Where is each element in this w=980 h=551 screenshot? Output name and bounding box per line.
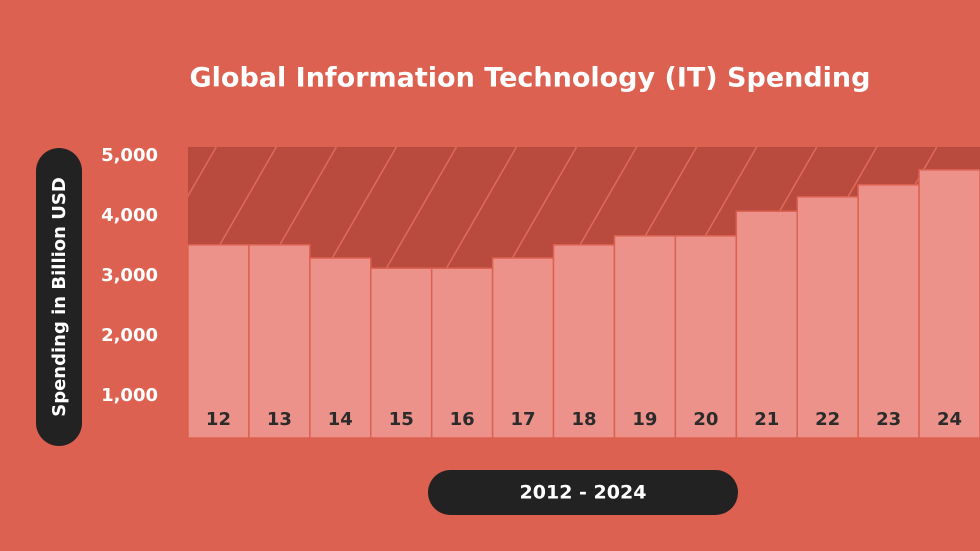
bar (248, 244, 311, 439)
y-tick-label: 5,000 (101, 145, 158, 166)
x-tick-label: 22 (815, 409, 840, 430)
x-tick-label: 15 (389, 409, 414, 430)
x-tick-label: 18 (571, 409, 596, 430)
bar (430, 267, 494, 439)
bar (796, 196, 859, 439)
y-axis-label: Spending in Billion USD (49, 177, 70, 417)
y-tick-label: 2,000 (101, 325, 158, 346)
bar (857, 184, 920, 439)
bar (613, 235, 677, 439)
x-tick-label: 14 (328, 409, 353, 430)
bar (491, 257, 555, 439)
x-label-pill (428, 470, 738, 515)
bar (735, 210, 798, 439)
y-label-pill (36, 148, 82, 446)
x-tick-label: 12 (206, 409, 231, 430)
y-tick-label: 4,000 (101, 205, 158, 226)
bar (370, 267, 433, 439)
x-tick-label: 21 (754, 409, 779, 430)
x-tick-label: 19 (632, 409, 657, 430)
x-tick-label: 16 (450, 409, 475, 430)
x-axis-label: 2012 - 2024 (520, 482, 647, 504)
bar (674, 235, 738, 439)
bar (309, 257, 372, 439)
x-tick-label: 20 (693, 409, 718, 430)
y-tick-label: 3,000 (101, 265, 158, 286)
x-tick-label: 13 (267, 409, 292, 430)
x-tick-label: 24 (937, 409, 962, 430)
x-tick-label: 17 (511, 409, 536, 430)
bar (918, 169, 980, 439)
chart-title: Global Information Technology (IT) Spend… (190, 63, 871, 94)
bar (187, 244, 250, 439)
y-tick-label: 1,000 (101, 385, 158, 406)
x-tick-label: 23 (876, 409, 901, 430)
